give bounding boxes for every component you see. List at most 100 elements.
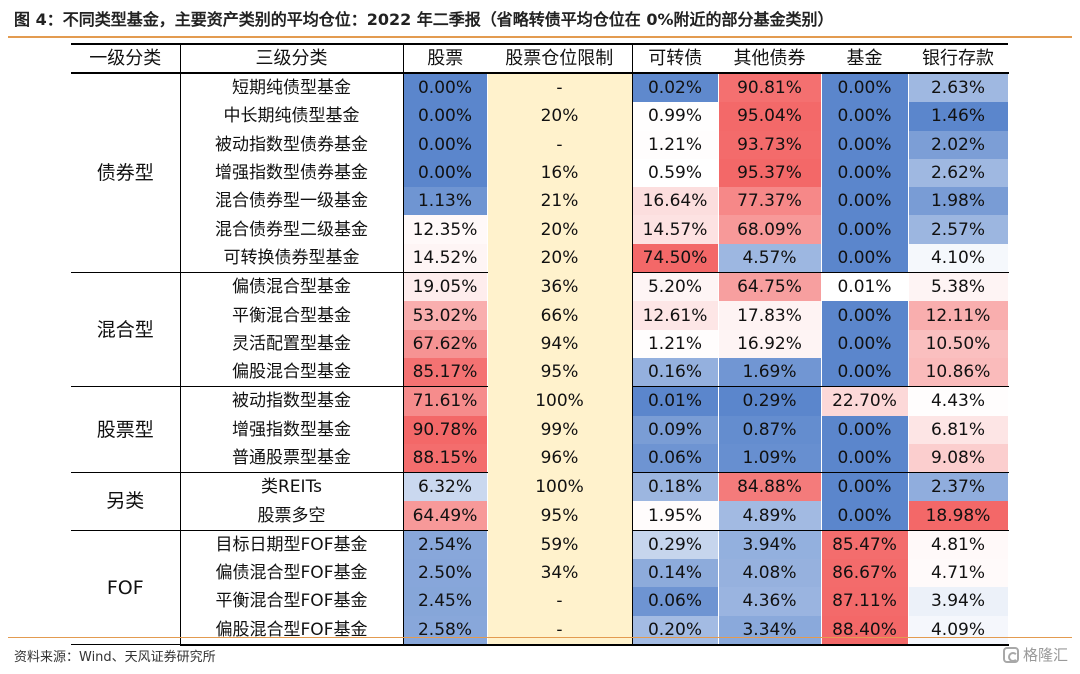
fund-cell: 0.00% bbox=[821, 243, 909, 274]
fund-type-name: 可转换债券型基金 bbox=[180, 243, 404, 274]
other-bonds-cell: 68.09% bbox=[718, 215, 822, 244]
stock-limit-cell: 95% bbox=[487, 501, 633, 531]
convertible-cell: 0.59% bbox=[632, 158, 719, 188]
table-row: 增强指数型债券基金 0.00% 16% 0.59% 95.37% 0.00% 2.62% bbox=[71, 158, 1009, 188]
fund-cell: 22.70% bbox=[821, 386, 909, 416]
other-bonds-cell: 84.88% bbox=[718, 472, 822, 502]
other-bonds-cell: 90.81% bbox=[718, 73, 822, 103]
header-other-bonds: 其他债券 bbox=[718, 43, 821, 74]
stock-cell: 2.54% bbox=[403, 530, 488, 560]
convertible-cell: 16.64% bbox=[632, 187, 719, 216]
other-bonds-cell: 1.69% bbox=[718, 357, 822, 388]
watermark-logo: 格隆汇 bbox=[1002, 644, 1068, 665]
bank-deposit-cell: 2.63% bbox=[908, 73, 1009, 103]
convertible-cell: 1.95% bbox=[632, 501, 719, 531]
fund-type-name: 混合债券型一级基金 bbox=[180, 187, 404, 216]
fund-cell: 0.00% bbox=[821, 415, 909, 444]
logo-icon bbox=[1002, 646, 1019, 663]
group-label: 混合型 bbox=[71, 272, 181, 388]
table-row: 可转换债券型基金 14.52% 20% 74.50% 4.57% 0.00% 4.10% bbox=[71, 243, 1009, 274]
fund-type-name: 偏债混合型FOF基金 bbox=[180, 559, 404, 588]
fund-cell: 0.00% bbox=[821, 102, 909, 131]
table-row: 偏股混合型FOF基金 2.58% -0.20% 3.34% 88.40% 4.09% bbox=[71, 615, 1009, 646]
stock-cell: 2.50% bbox=[403, 559, 488, 588]
fund-cell: 0.00% bbox=[821, 130, 909, 159]
fund-type-name: 类REITs bbox=[180, 472, 404, 502]
bank-deposit-cell: 4.71% bbox=[908, 559, 1009, 588]
bank-deposit-cell: 4.43% bbox=[908, 386, 1009, 416]
bank-deposit-cell: 2.57% bbox=[908, 215, 1009, 244]
bank-deposit-cell: 12.11% bbox=[908, 301, 1009, 330]
convertible-cell: 0.02% bbox=[632, 73, 719, 103]
bank-deposit-cell: 1.46% bbox=[908, 102, 1009, 131]
convertible-cell: 0.99% bbox=[632, 102, 719, 131]
stock-limit-cell: - bbox=[487, 73, 633, 103]
stock-cell: 0.00% bbox=[403, 158, 488, 188]
fund-cell: 0.00% bbox=[821, 501, 909, 531]
fund-type-name: 股票多空 bbox=[180, 501, 404, 531]
table-row: 债券型 短期纯债型基金 0.00% -0.02% 90.81% 0.00% 2.63% bbox=[71, 73, 1009, 274]
bank-deposit-cell: 5.38% bbox=[908, 272, 1009, 302]
fund-type-name: 普通股票型基金 bbox=[180, 443, 404, 474]
fund-type-name: 增强指数型基金 bbox=[180, 415, 404, 444]
bank-deposit-cell: 4.10% bbox=[908, 243, 1009, 274]
other-bonds-cell: 77.37% bbox=[718, 187, 822, 216]
stock-cell: 2.58% bbox=[403, 615, 488, 646]
stock-cell: 53.02% bbox=[403, 301, 488, 330]
fund-cell: 0.00% bbox=[821, 73, 909, 103]
fund-cell: 86.67% bbox=[821, 559, 909, 588]
bank-deposit-cell: 3.94% bbox=[908, 587, 1009, 616]
header-stock-limit: 股票仓位限制 bbox=[487, 43, 633, 74]
header-stock: 股票 bbox=[403, 43, 487, 74]
bank-deposit-cell: 2.62% bbox=[908, 158, 1009, 188]
stock-limit-cell: - bbox=[487, 615, 633, 646]
table-row: 混合债券型二级基金 12.35% 20% 14.57% 68.09% 0.00% 2.57% bbox=[71, 215, 1009, 244]
table-row: 平衡混合型FOF基金 2.45% -0.06% 4.36% 87.11% 3.94% bbox=[71, 587, 1009, 616]
stock-limit-cell: 100% bbox=[487, 386, 633, 416]
other-bonds-cell: 95.37% bbox=[718, 158, 822, 188]
fund-type-name: 被动指数型债券基金 bbox=[180, 130, 404, 159]
stock-limit-cell: 16% bbox=[487, 158, 633, 188]
fund-type-name: 目标日期型FOF基金 bbox=[180, 530, 404, 560]
group-label: FOF bbox=[71, 530, 181, 646]
fund-cell: 0.01% bbox=[821, 272, 909, 302]
stock-limit-cell: 94% bbox=[487, 329, 633, 358]
fund-cell: 0.00% bbox=[821, 215, 909, 244]
fund-cell: 87.11% bbox=[821, 587, 909, 616]
stock-cell: 64.49% bbox=[403, 501, 488, 531]
convertible-cell: 0.09% bbox=[632, 415, 719, 444]
stock-cell: 67.62% bbox=[403, 329, 488, 358]
bank-deposit-cell: 4.09% bbox=[908, 615, 1009, 646]
table-row: 股票多空 64.49% 95% 1.95% 4.89% 0.00% 18.98% bbox=[71, 501, 1009, 531]
fund-type-name: 偏债混合型基金 bbox=[180, 272, 404, 302]
stock-cell: 1.13% bbox=[403, 187, 488, 216]
header-level3: 三级分类 bbox=[180, 43, 404, 74]
convertible-cell: 5.20% bbox=[632, 272, 719, 302]
other-bonds-cell: 0.29% bbox=[718, 386, 822, 416]
convertible-cell: 1.21% bbox=[632, 329, 719, 358]
fund-type-name: 偏股混合型基金 bbox=[180, 357, 404, 388]
fund-type-name: 混合债券型二级基金 bbox=[180, 215, 404, 244]
other-bonds-cell: 4.08% bbox=[718, 559, 822, 588]
table-row: 灵活配置型基金 67.62% 94% 1.21% 16.92% 0.00% 10.50% bbox=[71, 329, 1009, 358]
stock-cell: 90.78% bbox=[403, 415, 488, 444]
stock-limit-cell: 100% bbox=[487, 472, 633, 502]
figure-title: 图 4：不同类型基金，主要资产类别的平均仓位：2022 年二季报（省略转债平均仓… bbox=[14, 10, 834, 29]
stock-cell: 0.00% bbox=[403, 130, 488, 159]
bank-deposit-cell: 9.08% bbox=[908, 443, 1009, 474]
fund-type-name: 灵活配置型基金 bbox=[180, 329, 404, 358]
top-rule bbox=[8, 36, 1072, 38]
header-convertible: 可转债 bbox=[632, 43, 718, 74]
stock-cell: 0.00% bbox=[403, 102, 488, 131]
stock-limit-cell: 66% bbox=[487, 301, 633, 330]
table-row: 被动指数型债券基金 0.00% -1.21% 93.73% 0.00% 2.02% bbox=[71, 130, 1009, 159]
header-level1: 一级分类 bbox=[71, 43, 181, 74]
stock-limit-cell: 36% bbox=[487, 272, 633, 302]
bank-deposit-cell: 10.50% bbox=[908, 329, 1009, 358]
convertible-cell: 0.14% bbox=[632, 559, 719, 588]
fund-type-name: 被动指数型基金 bbox=[180, 386, 404, 416]
stock-cell: 71.61% bbox=[403, 386, 488, 416]
group-label: 股票型 bbox=[71, 386, 181, 474]
stock-limit-cell: 95% bbox=[487, 357, 633, 387]
stock-limit-cell: 20% bbox=[487, 215, 633, 244]
